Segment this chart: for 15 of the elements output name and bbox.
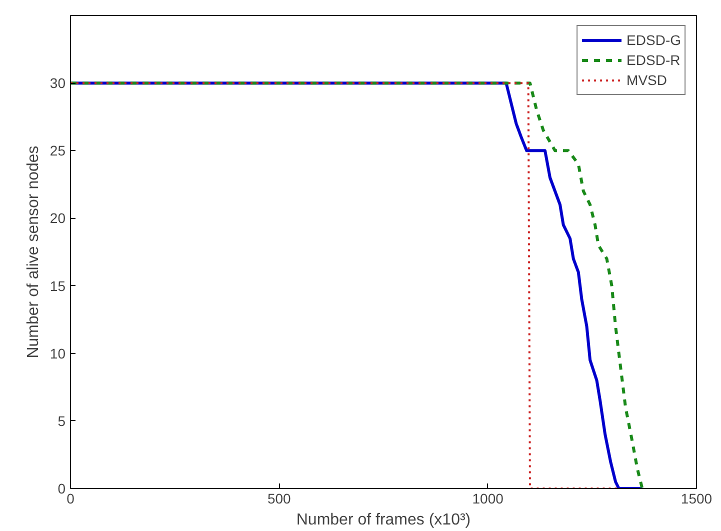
y-tick-label: 10 [50,345,66,362]
x-tick-label: 1000 [472,490,504,506]
y-tick-label: 0 [58,480,66,496]
x-tick-label: 1500 [680,490,712,506]
x-tick-label: 500 [267,490,292,506]
legend-label: EDSD-G [626,32,681,48]
y-tick-label: 15 [50,278,66,294]
y-axis-title: Number of alive sensor nodes [24,146,42,358]
y-tick-label: 20 [50,210,66,226]
legend-label: EDSD-R [626,52,680,68]
y-tick-label: 25 [50,142,66,159]
legend-label: MVSD [626,72,667,88]
x-axis-title: Number of frames (x10³) [296,512,471,528]
y-tick-label: 30 [50,75,66,92]
y-tick-label: 5 [58,412,66,429]
